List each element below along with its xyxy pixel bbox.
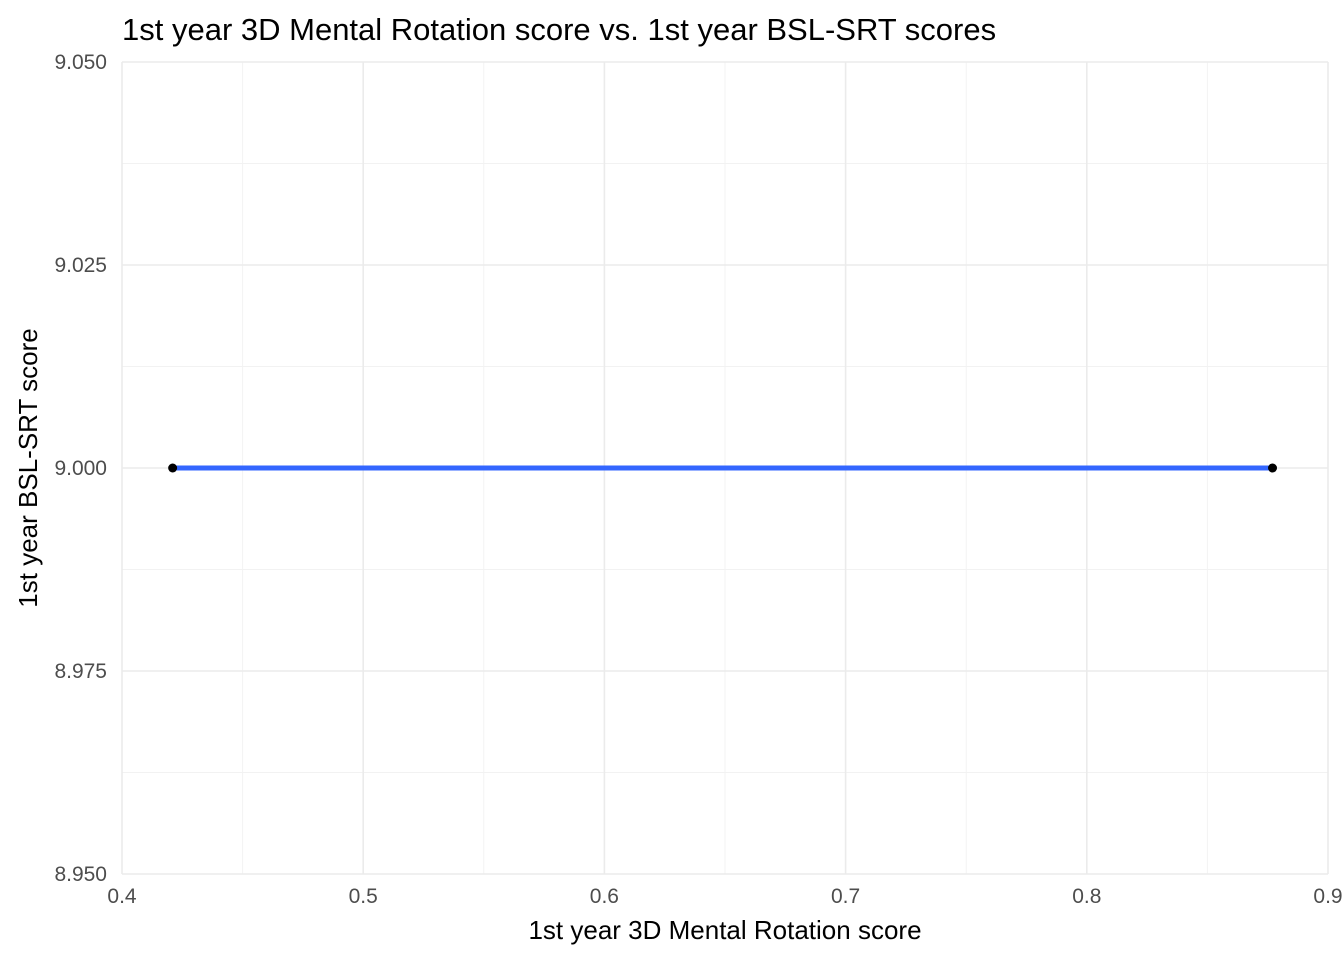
x-axis-title: 1st year 3D Mental Rotation score <box>528 915 921 945</box>
y-axis-title: 1st year BSL-SRT score <box>13 328 43 607</box>
x-tick-label: 0.4 <box>107 885 137 908</box>
y-tick-label: 9.000 <box>54 457 107 480</box>
data-point <box>1268 463 1278 473</box>
y-tick-label: 8.950 <box>54 863 107 886</box>
y-tick-label: 8.975 <box>54 660 107 683</box>
x-tick-label: 0.8 <box>1072 885 1101 908</box>
x-tick-label: 0.5 <box>349 885 378 908</box>
y-tick-label: 9.050 <box>54 51 107 74</box>
x-tick-label: 0.9 <box>1313 885 1342 908</box>
x-tick-label: 0.6 <box>590 885 619 908</box>
tick-labels: 0.4 0.5 0.6 0.7 0.8 0.9 8.950 8.975 9.000 9.025 9.… <box>54 51 1342 908</box>
chart-title: 1st year 3D Mental Rotation score vs. 1s… <box>122 12 996 47</box>
data-layer <box>168 463 1278 473</box>
y-tick-label: 9.025 <box>54 254 107 277</box>
x-tick-label: 0.7 <box>831 885 860 908</box>
data-point <box>168 463 178 473</box>
